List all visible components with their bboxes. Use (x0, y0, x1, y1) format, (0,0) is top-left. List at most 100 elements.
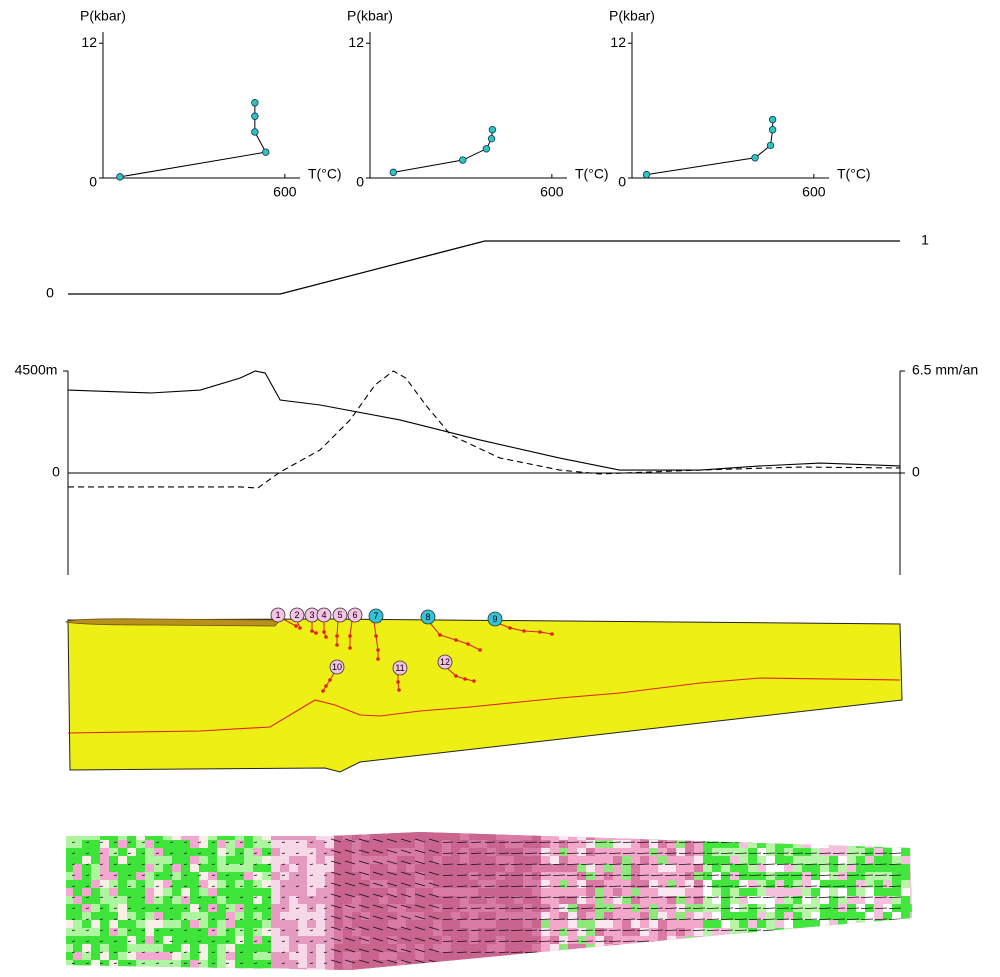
mesh-cell (388, 944, 398, 953)
flow-arrow (484, 874, 496, 876)
mesh-cell (433, 904, 443, 913)
mesh-cell (244, 888, 254, 897)
flow-arrow (510, 874, 524, 876)
mesh-cell (865, 856, 875, 865)
mesh-cell (604, 832, 614, 841)
mesh-cell (550, 952, 560, 961)
mesh-cell (793, 896, 803, 905)
mesh-cell (190, 904, 200, 913)
mesh-cell (73, 960, 83, 969)
mesh-cell (91, 968, 101, 970)
flow-arrow (113, 885, 118, 887)
flow-arrow (414, 959, 426, 964)
mesh-cell (532, 952, 542, 961)
mesh-cell (244, 864, 254, 873)
mesh-cell (253, 960, 263, 969)
mesh-cell (406, 920, 416, 929)
flow-arrow (414, 871, 426, 876)
mesh-cell (847, 936, 857, 945)
mesh-cell (352, 936, 362, 945)
mesh-cell (811, 896, 821, 905)
mesh-cell (307, 832, 317, 841)
flow-arrow (141, 940, 146, 942)
mesh-cell (892, 928, 902, 937)
mesh-cell (352, 952, 362, 961)
mesh-cell (262, 888, 272, 897)
mesh-cell (604, 928, 614, 937)
flow-arrow (330, 838, 342, 843)
flow-arrow (692, 874, 706, 876)
mesh-cell (685, 960, 695, 969)
mesh-cell (496, 888, 506, 897)
mesh-cell (352, 864, 362, 873)
marker-label: 6 (352, 610, 357, 620)
flow-arrow (790, 885, 804, 887)
mesh-cell (694, 920, 704, 929)
mesh-cell (730, 904, 740, 913)
mesh-cell (379, 872, 389, 881)
mesh-cell (667, 848, 677, 857)
mesh-cell (676, 928, 686, 937)
flow-arrow (400, 860, 412, 865)
track-point (454, 638, 458, 642)
mesh-cell (325, 920, 335, 929)
flow-arrow (636, 951, 650, 953)
mesh-cell (676, 896, 686, 905)
mesh-cell (856, 880, 866, 889)
flow-arrow (804, 962, 818, 964)
mesh-cell (676, 920, 686, 929)
mesh-cell (388, 960, 398, 969)
mesh-cell (595, 928, 605, 937)
mesh-cell (208, 968, 218, 970)
mesh-cell (280, 968, 290, 970)
flow-arrow (169, 852, 174, 854)
flow-arrow (888, 951, 902, 953)
mesh-cell (73, 888, 83, 897)
flow-arrow (372, 871, 384, 876)
mesh-cell (721, 864, 731, 873)
mesh-cell (325, 960, 335, 969)
flow-arrow (776, 863, 790, 865)
flow-arrow (832, 940, 846, 942)
flow-arrow (510, 907, 524, 909)
mesh-cell (154, 928, 164, 937)
flow-arrow (566, 885, 580, 887)
mesh-cell (118, 896, 128, 905)
track-point (310, 629, 314, 633)
mesh-cell (154, 872, 164, 881)
mesh-cell (424, 832, 434, 841)
mesh-cell (505, 872, 515, 881)
mesh-cell (523, 848, 533, 857)
mesh-cell (559, 840, 569, 849)
flow-arrow (678, 951, 692, 953)
flow-arrow (456, 907, 468, 909)
mesh-cell (199, 848, 209, 857)
flow-arrow (720, 918, 734, 920)
mesh-cell (208, 960, 218, 969)
mesh-cell (838, 952, 848, 961)
x-axis-label: T(°C) (837, 166, 871, 182)
flow-arrow (552, 918, 566, 920)
mesh-cell (856, 960, 866, 969)
mesh-cell (667, 832, 677, 841)
mesh-cell (415, 896, 425, 905)
flow-arrow (309, 885, 314, 887)
mesh-cell (82, 944, 92, 953)
mesh-cell (883, 896, 893, 905)
mesh-cell (892, 936, 902, 945)
mesh-cell (901, 896, 911, 905)
flow-arrow (706, 874, 720, 876)
x-axis-label: T(°C) (308, 166, 342, 182)
mesh-cell (694, 944, 704, 953)
mesh-cell (415, 840, 425, 849)
mesh-cell (649, 896, 659, 905)
flow-arrow (510, 885, 524, 887)
mesh-cell (190, 912, 200, 921)
mesh-cell (334, 968, 344, 970)
mesh-cell (883, 832, 893, 841)
mesh-cell (226, 936, 236, 945)
mesh-cell (172, 832, 182, 841)
mesh-cell (883, 864, 893, 873)
mesh-cell (757, 896, 767, 905)
flow-arrow (748, 962, 762, 964)
